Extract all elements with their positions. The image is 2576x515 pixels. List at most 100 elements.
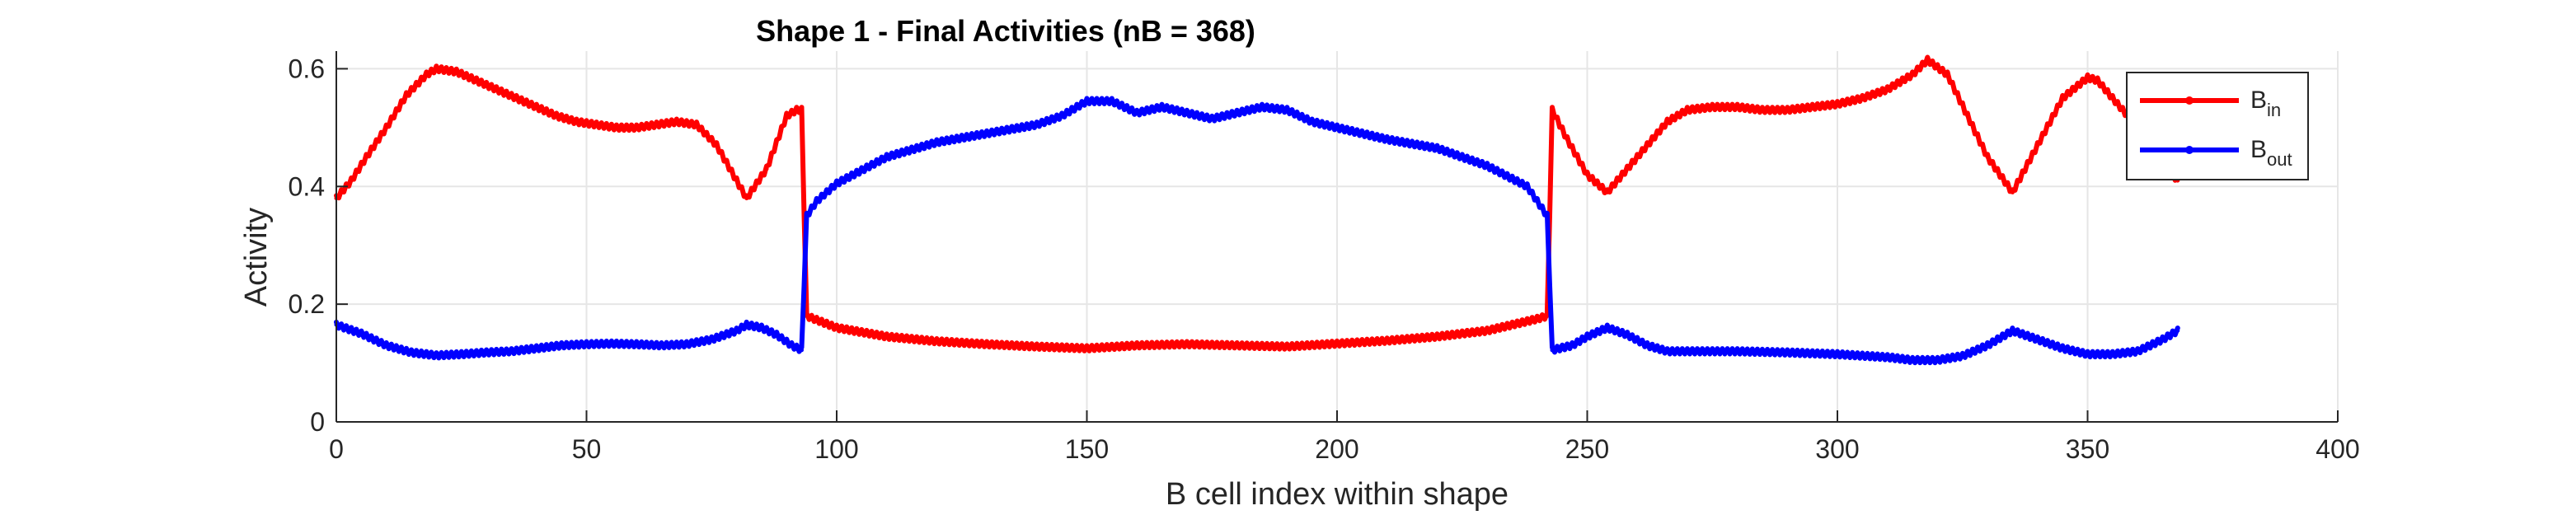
data-point-bout (1735, 349, 1740, 353)
x-tick-label-7: 350 (2066, 434, 2109, 464)
data-point-bout (434, 353, 439, 358)
data-point-bin (1735, 105, 1740, 110)
data-point-bin (1860, 96, 1865, 101)
legend-label-bout-main: B (2250, 136, 2267, 163)
data-point-bin (1965, 114, 1970, 119)
data-point-bout (759, 325, 764, 330)
data-point-bout (1985, 343, 1990, 348)
data-point-bin (1585, 172, 1589, 177)
data-point-bin (594, 122, 599, 127)
data-point-bin (494, 87, 499, 91)
data-point-bin (1925, 58, 1930, 63)
data-point-bin (1710, 105, 1715, 110)
data-point-bout (1209, 116, 1214, 121)
data-point-bout (1160, 105, 1165, 110)
y-tick-label-1: 0.2 (289, 289, 325, 319)
data-point-bin (984, 342, 989, 347)
data-point-bout (744, 322, 749, 327)
series-line-bin (334, 54, 2180, 353)
data-point-bout (359, 331, 364, 336)
series-line-bout (334, 96, 2180, 366)
data-point-bout (1525, 184, 1530, 189)
data-point-bout (934, 140, 939, 145)
legend-label-bin-sub: in (2267, 100, 2281, 120)
data-point-bout (684, 342, 689, 347)
data-point-bout (1385, 137, 1390, 142)
data-point-bout (805, 213, 809, 218)
data-point-bout (1625, 332, 1630, 337)
data-point-bout (834, 181, 839, 186)
data-point-bout (584, 342, 589, 347)
data-point-bout (1645, 343, 1649, 348)
data-point-bout (2135, 349, 2140, 353)
data-point-bout (1235, 110, 1240, 115)
data-point-bout (2161, 337, 2165, 342)
data-point-bout (1059, 114, 1064, 119)
y-tick-label-2: 0.4 (289, 171, 325, 201)
data-point-bout (1284, 107, 1289, 112)
data-point-bin (674, 119, 679, 124)
data-point-bin (834, 325, 839, 330)
data-point-bout (1035, 122, 1039, 127)
data-point-bin (1385, 338, 1390, 343)
x-tick-label-1: 50 (572, 434, 602, 464)
data-point-bout (884, 155, 889, 160)
data-point-bout (800, 348, 805, 353)
data-point-bin (2010, 190, 2015, 194)
data-point-bin (1185, 342, 1189, 347)
data-point-bin (1785, 107, 1790, 112)
legend-marker-bout (2185, 146, 2194, 154)
data-point-bin (934, 339, 939, 344)
data-point-bin (1645, 143, 1649, 147)
data-point-bin (434, 66, 439, 71)
data-point-bout (2175, 328, 2180, 333)
data-point-bout (384, 343, 389, 348)
legend-marker-bin (2185, 96, 2194, 105)
data-point-bin (1910, 73, 1915, 77)
data-point-bin (744, 196, 749, 201)
legend-label-bout-sub: out (2267, 149, 2292, 170)
data-point-bin (734, 178, 739, 183)
data-point-bout (1910, 358, 1915, 363)
data-point-bin (404, 93, 409, 98)
data-point-bout (774, 332, 779, 337)
data-point-bin (805, 313, 809, 318)
data-point-bin (1835, 101, 1840, 106)
data-point-bin (1035, 344, 1039, 349)
data-point-bin (1810, 105, 1815, 110)
data-point-bin (1085, 346, 1089, 351)
y-tick-label-3: 0.6 (289, 54, 325, 83)
data-point-bin (424, 73, 429, 77)
data-point-bout (659, 343, 664, 348)
grid (335, 51, 2339, 423)
data-point-bin (1134, 343, 1139, 348)
data-point-bout (734, 328, 739, 333)
data-point-bout (1485, 163, 1490, 168)
x-tick-label-3: 150 (1065, 434, 1109, 464)
data-point-bin (800, 107, 805, 112)
data-point-bout (409, 350, 414, 355)
data-point-bout (1885, 354, 1890, 359)
data-point-bout (1935, 358, 1940, 363)
legend-label-bin: Bin (2250, 87, 2281, 120)
data-point-bout (984, 131, 989, 136)
data-point-bout (1685, 349, 1690, 353)
data-point-bin (514, 96, 519, 101)
data-point-bin (1565, 137, 1570, 142)
x-tick-label-4: 200 (1315, 434, 1358, 464)
x-tick-label-0: 0 (329, 434, 344, 464)
data-point-bout (1545, 213, 1550, 218)
data-point-bin (2115, 101, 2120, 106)
x-tick-label-2: 100 (814, 434, 858, 464)
data-point-bin (1985, 155, 1990, 160)
data-point-bout (2010, 328, 2015, 333)
chart-title: Shape 1 - Final Activities (nB = 368) (756, 14, 1255, 48)
data-point-bin (349, 178, 354, 183)
x-tick-label-5: 250 (1565, 434, 1609, 464)
legend-label-bin-main: B (2250, 87, 2267, 114)
data-point-bin (534, 105, 539, 110)
data-point-bout (484, 350, 489, 355)
data-point-bin (1885, 87, 1890, 91)
x-axis-label: B cell index within shape (1166, 477, 1509, 512)
data-point-bout (459, 352, 464, 357)
